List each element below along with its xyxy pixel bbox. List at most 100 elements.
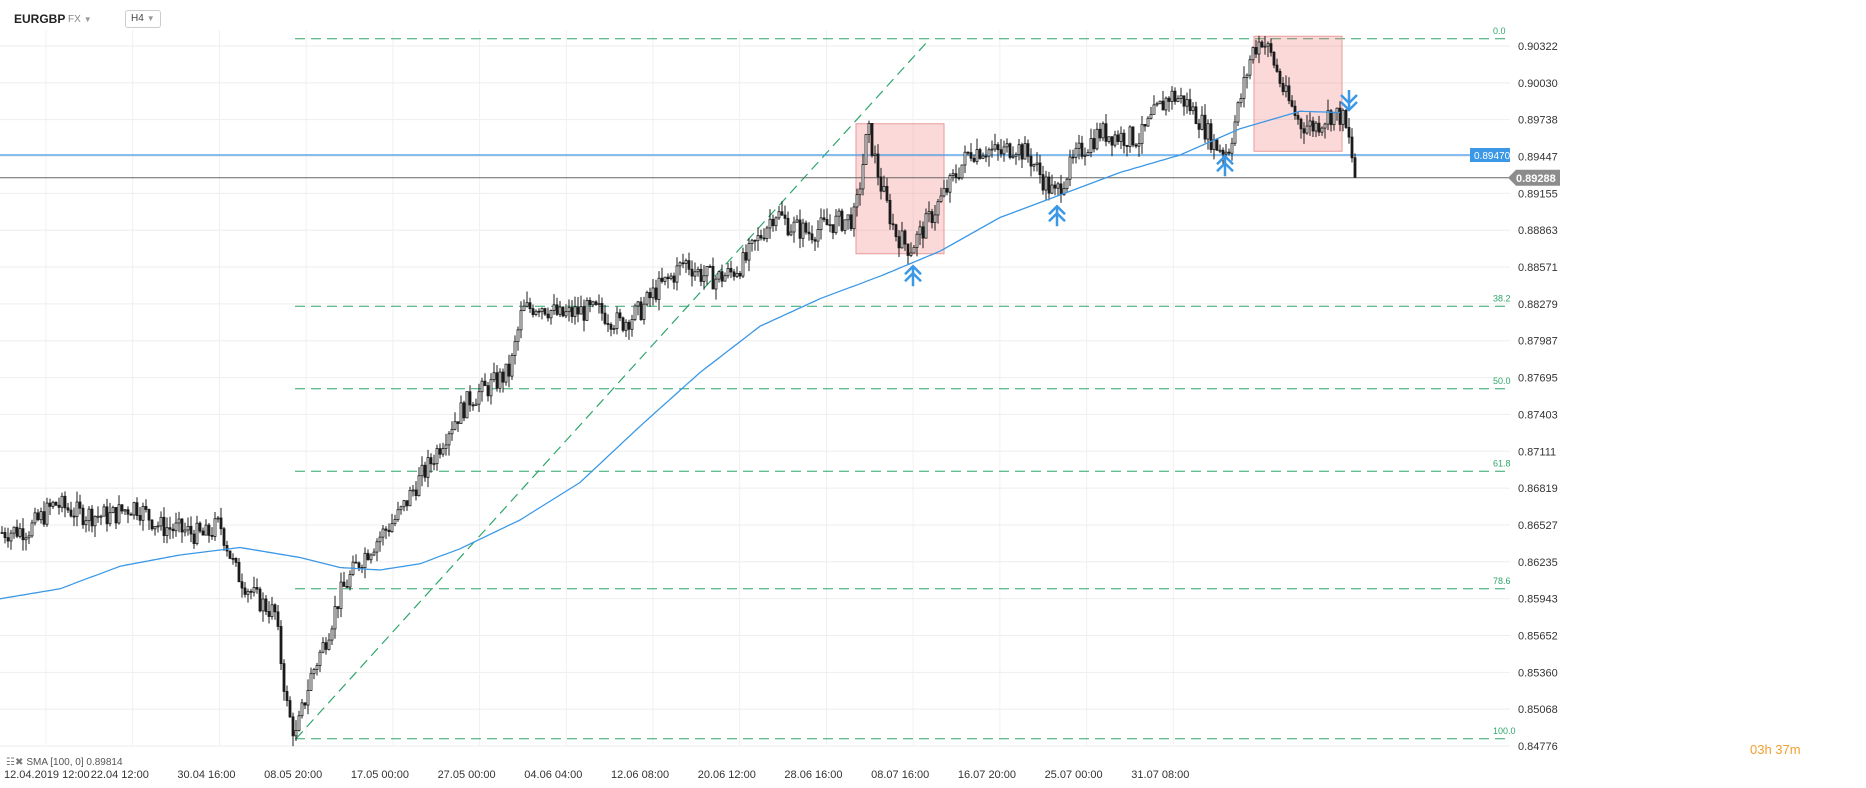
candle-body bbox=[1290, 100, 1294, 107]
candle-body bbox=[111, 507, 115, 514]
candle-body bbox=[84, 520, 88, 526]
candle-body bbox=[891, 223, 895, 226]
candle-body bbox=[402, 500, 406, 508]
arrow-down-icon bbox=[1340, 90, 1358, 112]
y-tick-label: 0.86819 bbox=[1518, 483, 1558, 495]
candle-body bbox=[306, 690, 310, 706]
timeframe-dropdown[interactable]: H4 ▼ bbox=[125, 10, 161, 28]
candle-body bbox=[1278, 71, 1282, 84]
candle-body bbox=[405, 500, 409, 507]
candle-body bbox=[141, 506, 145, 521]
candle-body bbox=[912, 246, 916, 254]
candle-body bbox=[1137, 143, 1141, 147]
candle-body bbox=[225, 545, 229, 552]
candle-body bbox=[786, 217, 790, 236]
candle-body bbox=[24, 537, 28, 541]
indicator-settings-icon[interactable]: ☷✖ bbox=[6, 757, 24, 768]
candle-body bbox=[15, 526, 19, 537]
market-label: FX bbox=[68, 14, 81, 25]
candle-body bbox=[258, 588, 262, 612]
candle-body bbox=[60, 495, 64, 508]
candle-body bbox=[543, 308, 547, 315]
candle-body bbox=[1128, 126, 1132, 147]
candle-body bbox=[498, 371, 502, 389]
candle-body bbox=[1344, 109, 1348, 128]
candle-body bbox=[960, 164, 964, 179]
candle-body bbox=[606, 323, 610, 325]
sma-legend[interactable]: ☷✖ SMA [100, 0] 0.89814 bbox=[6, 757, 123, 768]
candle-body bbox=[93, 515, 97, 527]
candle-body bbox=[609, 324, 613, 330]
candle-body bbox=[678, 262, 682, 267]
candle-body bbox=[1095, 128, 1099, 150]
candle-body bbox=[513, 341, 517, 356]
candle-body bbox=[858, 188, 862, 196]
candle-body bbox=[363, 552, 367, 568]
candle-body bbox=[63, 495, 67, 509]
candle-body bbox=[1266, 43, 1270, 47]
symbol-label[interactable]: EURGBP bbox=[14, 12, 66, 26]
x-tick-label: 31.07 08:00 bbox=[1131, 769, 1189, 781]
y-tick-label: 0.88571 bbox=[1518, 262, 1558, 274]
candle-body bbox=[933, 214, 937, 224]
candle-body bbox=[939, 195, 943, 203]
candle-body bbox=[270, 604, 274, 617]
candle-body bbox=[1341, 109, 1345, 125]
candle-body bbox=[78, 501, 82, 509]
candle-body bbox=[483, 380, 487, 387]
candle-body bbox=[672, 275, 676, 283]
x-tick-label: 20.06 12:00 bbox=[698, 769, 756, 781]
x-tick-label: 12.06 08:00 bbox=[611, 769, 669, 781]
fib-level-label: 38.2 bbox=[1493, 293, 1511, 303]
candle-body bbox=[558, 306, 562, 315]
candle-body bbox=[210, 535, 214, 537]
candle-body bbox=[1011, 155, 1015, 158]
candle-body bbox=[1218, 149, 1222, 152]
market-dropdown[interactable]: FX ▼ bbox=[68, 14, 92, 25]
candle-body bbox=[711, 266, 715, 290]
candle-body bbox=[1191, 106, 1195, 112]
candle-body bbox=[750, 239, 754, 244]
candle-body bbox=[1320, 127, 1324, 133]
candle-body bbox=[189, 525, 193, 535]
candle-body bbox=[99, 515, 103, 518]
candle-body bbox=[420, 464, 424, 477]
candle-body bbox=[702, 275, 706, 282]
candle-body bbox=[978, 149, 982, 159]
candle-body bbox=[897, 236, 901, 249]
x-tick-label: 08.07 16:00 bbox=[871, 769, 929, 781]
candle-body bbox=[921, 226, 925, 239]
candle-body bbox=[1134, 144, 1138, 147]
candle-body bbox=[1293, 105, 1297, 116]
candle-body bbox=[168, 527, 172, 530]
candle-body bbox=[1125, 145, 1129, 147]
candle-body bbox=[1332, 112, 1336, 126]
y-tick-label: 0.85068 bbox=[1518, 704, 1558, 716]
candle-body bbox=[768, 218, 772, 229]
candle-body bbox=[894, 224, 898, 238]
candle-body bbox=[261, 598, 265, 612]
candle-body bbox=[264, 598, 268, 612]
candle-body bbox=[1002, 146, 1006, 155]
y-tick-label: 0.87111 bbox=[1518, 446, 1556, 458]
candle-body bbox=[687, 260, 691, 270]
candle-body bbox=[861, 164, 865, 190]
candle-body bbox=[327, 639, 331, 650]
candle-body bbox=[801, 222, 805, 239]
candle-body bbox=[243, 587, 247, 595]
x-tick-label: 04.06 04:00 bbox=[524, 769, 582, 781]
candle-body bbox=[627, 321, 631, 330]
candle-body bbox=[156, 525, 160, 528]
candle-body bbox=[438, 448, 442, 455]
candle-body bbox=[936, 201, 940, 216]
candle-body bbox=[519, 310, 523, 331]
candle-body bbox=[1347, 127, 1351, 138]
candle-body bbox=[1101, 123, 1105, 139]
candle-body bbox=[48, 502, 52, 507]
candle-body bbox=[645, 292, 649, 305]
candle-body bbox=[708, 265, 712, 268]
timeframe-label: H4 bbox=[131, 13, 144, 24]
y-tick-label: 0.87695 bbox=[1518, 373, 1558, 385]
candle-body bbox=[1215, 139, 1219, 151]
